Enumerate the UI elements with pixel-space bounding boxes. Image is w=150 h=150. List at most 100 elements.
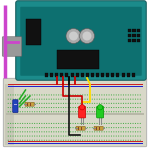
Circle shape <box>27 103 28 104</box>
Circle shape <box>32 111 33 112</box>
Circle shape <box>99 127 100 128</box>
Circle shape <box>118 131 119 132</box>
Circle shape <box>89 131 90 132</box>
Bar <box>137 34 140 37</box>
Circle shape <box>10 107 11 108</box>
Circle shape <box>99 107 100 108</box>
Bar <box>14 104 17 105</box>
Circle shape <box>75 123 76 124</box>
Circle shape <box>137 103 138 104</box>
Circle shape <box>34 127 35 128</box>
Bar <box>132 73 135 77</box>
Circle shape <box>34 123 35 124</box>
Circle shape <box>39 127 40 128</box>
Circle shape <box>84 135 86 137</box>
Bar <box>106 73 109 77</box>
Circle shape <box>51 94 52 96</box>
Circle shape <box>132 99 134 100</box>
Circle shape <box>111 111 112 112</box>
Circle shape <box>44 131 45 132</box>
Circle shape <box>101 135 102 137</box>
Circle shape <box>53 99 54 100</box>
FancyBboxPatch shape <box>13 100 18 112</box>
Circle shape <box>24 127 26 128</box>
Circle shape <box>24 131 26 132</box>
Circle shape <box>130 94 131 96</box>
Circle shape <box>39 103 40 104</box>
Circle shape <box>99 94 100 96</box>
Circle shape <box>58 131 59 132</box>
Circle shape <box>135 107 136 108</box>
Circle shape <box>8 107 9 108</box>
Circle shape <box>116 127 117 128</box>
Circle shape <box>70 127 71 128</box>
Circle shape <box>82 103 83 104</box>
Circle shape <box>80 99 81 100</box>
Circle shape <box>101 99 102 100</box>
Circle shape <box>80 123 81 124</box>
Bar <box>70 73 74 77</box>
Circle shape <box>46 111 47 112</box>
Circle shape <box>15 111 16 112</box>
Circle shape <box>46 103 47 104</box>
Circle shape <box>34 107 35 108</box>
Circle shape <box>24 123 26 124</box>
Circle shape <box>118 107 119 108</box>
Circle shape <box>41 123 42 124</box>
Circle shape <box>137 111 138 112</box>
Bar <box>81 73 84 77</box>
Bar <box>132 39 136 42</box>
Circle shape <box>70 99 71 100</box>
Circle shape <box>41 94 42 96</box>
Circle shape <box>92 131 93 132</box>
Bar <box>8 84 142 85</box>
Circle shape <box>123 140 124 141</box>
Circle shape <box>17 99 18 100</box>
Circle shape <box>84 123 86 124</box>
Circle shape <box>101 107 102 108</box>
Circle shape <box>77 135 78 137</box>
FancyBboxPatch shape <box>3 78 147 147</box>
Circle shape <box>137 135 138 137</box>
Circle shape <box>94 111 95 112</box>
Circle shape <box>94 127 95 128</box>
Circle shape <box>120 127 122 128</box>
Circle shape <box>92 111 93 112</box>
Circle shape <box>68 131 69 132</box>
Circle shape <box>140 135 141 137</box>
Circle shape <box>63 135 64 137</box>
Circle shape <box>72 123 74 124</box>
Circle shape <box>32 135 33 137</box>
Circle shape <box>8 127 9 128</box>
Circle shape <box>123 135 124 137</box>
Circle shape <box>36 123 38 124</box>
Circle shape <box>84 99 86 100</box>
Circle shape <box>116 94 117 96</box>
Circle shape <box>108 131 110 132</box>
Circle shape <box>46 123 47 124</box>
Circle shape <box>99 103 100 104</box>
Bar <box>127 73 130 77</box>
Circle shape <box>44 135 45 137</box>
Circle shape <box>132 103 134 104</box>
Circle shape <box>123 103 124 104</box>
Circle shape <box>39 111 40 112</box>
Circle shape <box>135 111 136 112</box>
Circle shape <box>135 103 136 104</box>
Circle shape <box>66 28 81 44</box>
Circle shape <box>29 94 30 96</box>
Circle shape <box>113 127 114 128</box>
Circle shape <box>106 123 107 124</box>
Circle shape <box>75 111 76 112</box>
Circle shape <box>63 111 64 112</box>
Circle shape <box>120 94 122 96</box>
Circle shape <box>41 140 42 141</box>
Circle shape <box>46 107 47 108</box>
Circle shape <box>137 94 138 96</box>
Circle shape <box>125 135 126 137</box>
Circle shape <box>113 99 114 100</box>
Circle shape <box>41 127 42 128</box>
Circle shape <box>113 123 114 124</box>
Circle shape <box>132 123 134 124</box>
Circle shape <box>101 140 102 141</box>
